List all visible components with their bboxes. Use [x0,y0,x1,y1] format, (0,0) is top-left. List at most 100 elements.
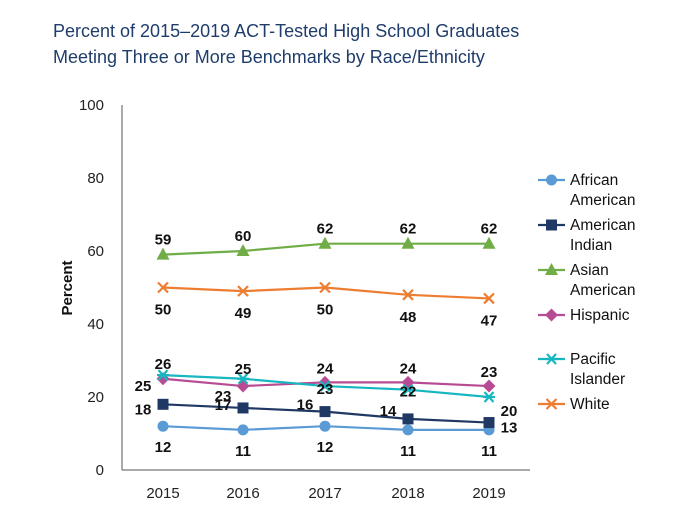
marker-diamond [236,379,250,393]
marker-diamond [482,379,496,393]
data-point-marker [157,398,169,410]
legend-label: Asian [570,262,609,279]
marker-x-stroke [402,289,414,301]
legend-label: Islander [570,371,625,388]
data-label: 26 [155,356,172,373]
data-point-marker [236,379,250,393]
marker-circle [319,420,331,432]
marker-circle [157,420,169,432]
data-label: 50 [317,302,334,319]
data-label: 50 [155,302,172,319]
legend: African American American Indian Asian Americ… [538,172,635,413]
marker-square [483,417,495,429]
marker-x-stroke [319,281,331,294]
data-label: 62 [481,221,498,238]
data-label: 62 [400,221,417,238]
data-label: 13 [501,420,518,437]
legend-label: American [570,217,635,234]
legend-marker [545,263,558,275]
data-label: 14 [380,403,397,420]
marker-asterisk-stroke [483,391,495,403]
marker-triangle [401,236,415,249]
data-label: 12 [155,439,172,456]
x-tick-label: 2015 [146,485,179,502]
legend-label: White [570,396,610,413]
legend-entry: Hispanic [538,307,630,324]
marker-square [402,413,414,425]
data-point-marker [319,420,331,432]
data-point-marker [237,373,249,385]
data-point-marker [156,247,170,260]
legend-entry: Asian American [538,262,635,299]
chart-subtitle: Meeting Three or More Benchmarks by Race… [53,47,485,67]
data-point-marker [319,406,331,418]
data-point-marker [402,289,414,301]
legend-marker [546,219,557,231]
marker-square [546,219,557,231]
y-tick-label: 20 [87,389,104,406]
data-label: 48 [400,309,417,326]
data-label: 60 [235,228,252,245]
legend-entry: Pacific Islander [538,351,625,388]
x-tick-label: 2019 [472,485,505,502]
data-label: 24 [400,360,417,377]
y-tick-label: 60 [87,243,104,260]
data-label: 23 [317,381,334,398]
legend-marker [545,308,558,322]
marker-circle [237,424,249,436]
legend-marker [545,398,558,410]
data-label: 11 [481,443,497,460]
marker-circle [402,424,414,436]
marker-triangle [318,236,332,249]
marker-asterisk-stroke [237,373,249,385]
data-label: 24 [317,360,334,377]
data-point-marker [319,380,331,392]
x-tick-label: 2017 [308,485,341,502]
chart-title: Percent of 2015–2019 ACT-Tested High Sch… [53,21,520,41]
data-label: 22 [400,384,417,401]
marker-asterisk-stroke [546,353,557,365]
marker-triangle [545,263,558,275]
marker-square [157,398,169,410]
marker-triangle [156,247,170,260]
marker-circle [546,174,557,186]
marker-asterisk-stroke [402,383,414,396]
data-label: 23 [481,364,498,381]
data-label: 11 [400,443,416,460]
data-point-marker [237,402,249,414]
marker-asterisk-stroke [319,380,331,392]
marker-x-stroke [483,292,495,305]
data-label: 16 [297,397,314,414]
data-point-marker [482,236,496,249]
legend-entry: White [538,396,610,413]
data-point-marker [483,292,495,305]
data-point-marker [402,383,414,396]
data-label: 25 [235,361,252,378]
marker-x-stroke [237,285,249,297]
data-point-marker [157,369,169,381]
data-point-marker [402,424,414,436]
data-point-marker [237,285,249,297]
data-label: 62 [317,221,334,238]
y-tick-label: 100 [79,97,104,114]
data-point-marker [402,413,414,425]
y-tick-label: 80 [87,170,104,187]
data-label: 17 [215,397,232,414]
data-label: 59 [155,232,172,249]
data-label: 47 [481,312,498,329]
data-point-marker [483,417,495,429]
x-tick-label: 2018 [391,485,424,502]
marker-square [237,402,249,414]
marker-square [319,406,331,418]
data-point-marker [483,391,495,403]
data-point-marker [319,281,331,294]
marker-x-stroke [157,281,169,294]
data-label: 18 [135,401,152,418]
data-label: 49 [235,305,252,322]
data-label: 20 [501,403,518,420]
legend-label: African [570,172,618,189]
data-point-marker [401,236,415,249]
data-label: 23 [215,388,232,405]
y-tick-label: 0 [96,462,104,479]
